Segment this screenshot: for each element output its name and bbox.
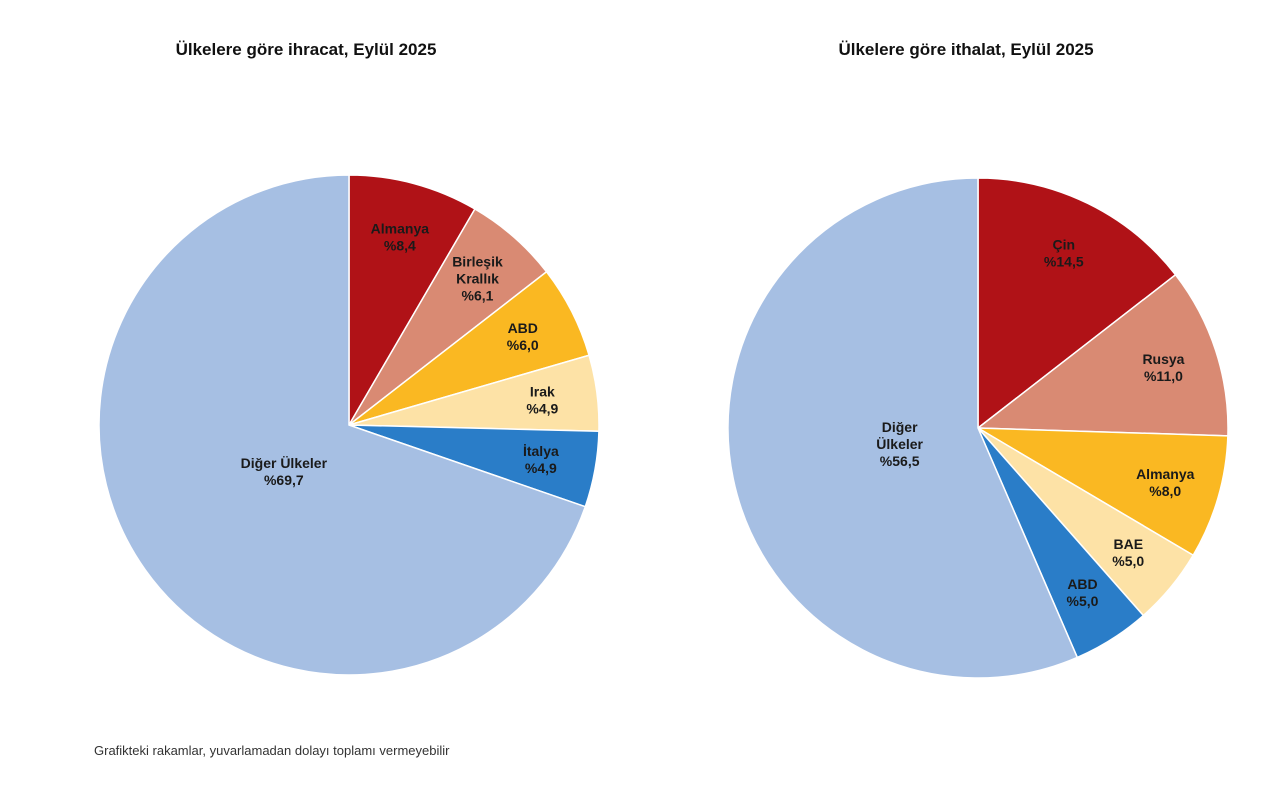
import-slice-5 [727, 177, 1079, 679]
import-slice-1-value: %11,0 [1144, 368, 1183, 384]
export-slice-5-label: Diğer Ülkeler [241, 455, 328, 471]
export-slice-0-label: Almanya [371, 220, 430, 236]
export-slice-4-label: İtalya [523, 443, 559, 459]
export-slice-5-value: %69,7 [264, 472, 304, 488]
export-slice-5 [98, 174, 587, 676]
import-slice-0-value: %14,5 [1044, 253, 1084, 269]
import-slice-4-label: ABD [1067, 576, 1097, 592]
export-slice-3-label: Irak [530, 383, 555, 399]
export-slice-1-label: Krallık [456, 270, 499, 286]
import-slice-2-label: Almanya [1136, 466, 1195, 482]
footnote: Grafikteki rakamlar, yuvarlamadan dolayı… [94, 743, 450, 758]
import-slice-5-label: Diğer [882, 419, 918, 435]
export-chart-title: Ülkelere göre ihracat, Eylül 2025 [175, 40, 437, 59]
export-slice-2-label: ABD [508, 320, 538, 336]
import-slice-5-label: Ülkeler [876, 436, 923, 452]
import-slice-1-label: Rusya [1142, 351, 1184, 367]
import-chart-title: Ülkelere göre ithalat, Eylül 2025 [838, 40, 1094, 59]
import-slice-5-value: %56,5 [880, 453, 920, 469]
import-slice-0 [977, 177, 1177, 430]
export-slice-0-value: %8,4 [384, 237, 416, 253]
export-slice-1-label: Birleşik [452, 253, 503, 269]
export-slice-4-value: %4,9 [525, 460, 557, 476]
export-slice-1-value: %6,1 [462, 287, 494, 303]
export-slice-3-value: %4,9 [526, 400, 558, 416]
export-slice-0 [348, 174, 476, 428]
import-slice-3-value: %5,0 [1112, 553, 1144, 569]
import-slice-0-label: Çin [1053, 236, 1076, 252]
import-slice-2 [977, 427, 1229, 557]
import-slice-1 [975, 273, 1229, 437]
import-slice-2-value: %8,0 [1149, 483, 1181, 499]
export-slice-2-value: %6,0 [507, 337, 539, 353]
import-slice-3-label: BAE [1113, 536, 1143, 552]
import-slice-4-value: %5,0 [1067, 593, 1099, 609]
